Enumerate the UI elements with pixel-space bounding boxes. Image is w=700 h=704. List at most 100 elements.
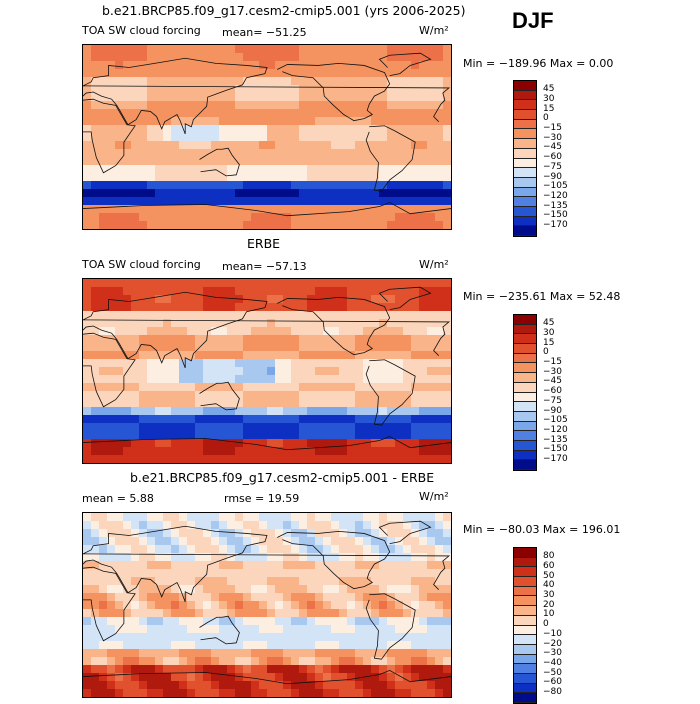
field-cell (251, 205, 260, 214)
field-cell (179, 561, 188, 570)
field-cell (147, 77, 156, 86)
field-cell (251, 545, 260, 554)
field-cell (179, 53, 188, 62)
field-cell (355, 125, 364, 134)
field-cell (147, 649, 156, 658)
field-cell (83, 569, 92, 578)
field-cell (395, 77, 404, 86)
field-cell (187, 633, 196, 642)
field-cell (403, 423, 412, 432)
field-cell (147, 221, 156, 229)
field-cell (411, 53, 420, 62)
field-cell (251, 415, 260, 424)
field-cell (91, 93, 100, 102)
field-cell (171, 625, 180, 634)
field-cell (363, 45, 372, 54)
field-cell (291, 415, 300, 424)
colorbar-tick-label: −30 (543, 366, 562, 377)
field-cell (227, 93, 236, 102)
field-cell (179, 335, 188, 344)
field-cell (107, 101, 116, 110)
field-cell (131, 439, 140, 448)
field-cell (339, 343, 348, 352)
field-cell (347, 351, 356, 360)
field-cell (179, 205, 188, 214)
field-cell (155, 585, 164, 594)
field-cell (123, 447, 132, 456)
field-cell (147, 391, 156, 400)
field-cell (235, 455, 244, 463)
field-cell (283, 593, 292, 602)
field-cell (307, 343, 316, 352)
field-cell (283, 93, 292, 102)
field-cell (107, 447, 116, 456)
field-cell (139, 577, 148, 586)
field-cell (323, 521, 332, 530)
field-cell (291, 383, 300, 392)
field-cell (331, 221, 340, 229)
field-cell (411, 359, 420, 368)
field-cell (339, 351, 348, 360)
field-cell (131, 279, 140, 288)
field-cell (147, 681, 156, 690)
field-cell (411, 641, 420, 650)
colorbar-tick-label: −75 (543, 395, 562, 406)
field-cell (251, 327, 260, 336)
field-cell (179, 367, 188, 376)
field-cell (443, 221, 451, 229)
colorbar-segment (514, 586, 536, 597)
field-cell (283, 391, 292, 400)
field-cell (427, 303, 436, 312)
field-cell (115, 561, 124, 570)
field-cell (315, 649, 324, 658)
field-cell (371, 513, 380, 522)
field-cell (315, 633, 324, 642)
field-cell (99, 287, 108, 296)
field-cell (139, 561, 148, 570)
field-cell (403, 109, 412, 118)
field-cell (443, 45, 451, 54)
field-cell (339, 545, 348, 554)
field-cell (259, 609, 268, 618)
field-cell (307, 149, 316, 158)
field-cell (155, 287, 164, 296)
field-cell (187, 431, 196, 440)
field-cell (427, 601, 436, 610)
field-cell (411, 69, 420, 78)
field-cell (107, 303, 116, 312)
field-cell (291, 61, 300, 70)
field-cell (235, 343, 244, 352)
field-cell (163, 415, 172, 424)
field-cell (331, 415, 340, 424)
field-cell (235, 545, 244, 554)
field-cell (203, 343, 212, 352)
field-cell (339, 133, 348, 142)
field-cell (131, 311, 140, 320)
field-cell (403, 165, 412, 174)
field-cell (355, 197, 364, 206)
field-cell (139, 407, 148, 416)
field-cell (107, 617, 116, 626)
field-cell (83, 189, 92, 198)
field-cell (123, 577, 132, 586)
field-cell (235, 117, 244, 126)
field-cell (419, 327, 428, 336)
field-cell (195, 45, 204, 54)
field-cell (139, 657, 148, 666)
field-cell (99, 399, 108, 408)
field-cell (355, 585, 364, 594)
field-cell (211, 69, 220, 78)
field-cell (211, 181, 220, 190)
field-cell (387, 45, 396, 54)
field-cell (99, 681, 108, 690)
field-cell (427, 319, 436, 328)
field-cell (291, 529, 300, 538)
field-cell (307, 545, 316, 554)
field-cell (411, 165, 420, 174)
field-cell (331, 101, 340, 110)
field-cell (179, 439, 188, 448)
field-cell (403, 609, 412, 618)
field-cell (243, 279, 252, 288)
field-cell (235, 85, 244, 94)
field-cell (211, 101, 220, 110)
